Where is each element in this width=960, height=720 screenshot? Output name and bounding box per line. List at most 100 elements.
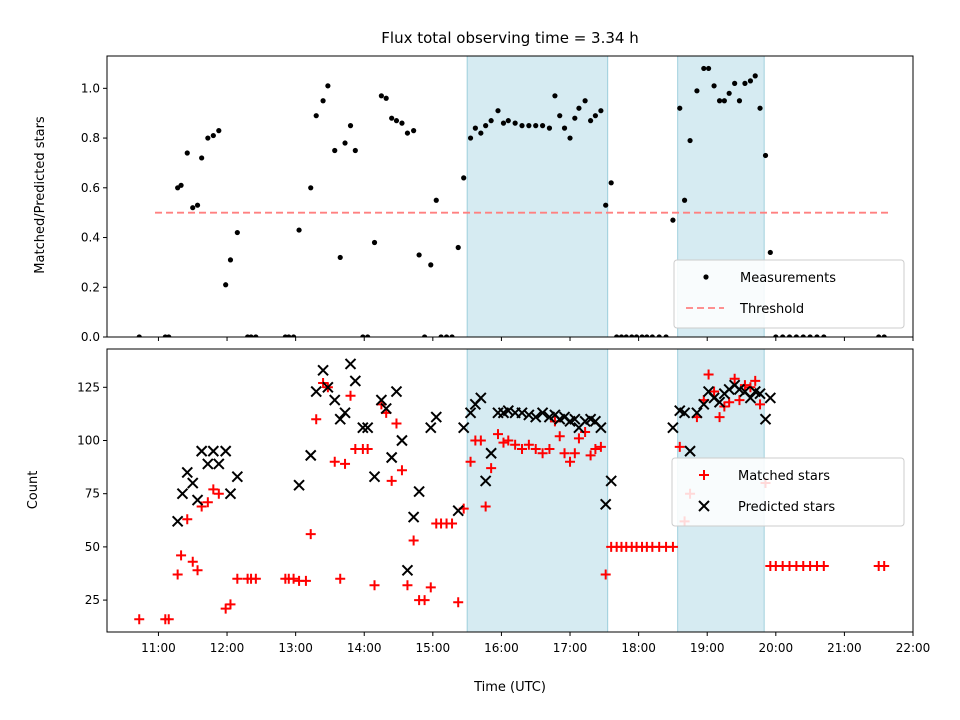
measurement-point: [421, 334, 428, 337]
matched-point: [590, 444, 601, 455]
y-tick-label: 75: [85, 487, 100, 501]
measurement-point: [618, 334, 625, 337]
predicted-point: [310, 385, 322, 398]
measurement-point: [752, 73, 758, 79]
x-tick-label: 19:00: [690, 641, 725, 655]
predicted-point: [754, 387, 766, 400]
measurement-point: [773, 334, 779, 337]
measurement-point: [371, 239, 378, 246]
axes-frame: [106, 55, 914, 338]
matched-point: [391, 418, 402, 429]
matched-point: [559, 448, 570, 459]
measurement-point: [800, 334, 806, 337]
matched-point: [544, 444, 555, 455]
matched-point: [386, 475, 397, 486]
measurement-point: [389, 115, 395, 121]
measurement-point: [546, 125, 553, 131]
predicted-point: [691, 407, 703, 419]
predicted-point: [667, 422, 679, 434]
matched-point: [503, 435, 514, 446]
legend-marker: [703, 274, 709, 280]
measurement-point: [736, 98, 743, 104]
matched-point: [187, 556, 198, 567]
predicted-point: [329, 394, 341, 406]
predicted-point: [202, 458, 214, 470]
measurement-point: [378, 93, 384, 99]
predicted-point: [385, 451, 398, 464]
measurement-point: [428, 262, 434, 268]
predicted-point: [475, 392, 487, 404]
measurement-point: [705, 65, 712, 72]
measurement-point: [190, 205, 196, 211]
measurement-point: [438, 334, 444, 337]
matched-point: [362, 444, 373, 455]
predicted-point: [213, 458, 225, 470]
legend: Matched stars Predicted stars: [671, 457, 905, 527]
measurement-point: [677, 105, 683, 111]
matched-point: [402, 580, 413, 591]
measurement-point: [633, 334, 640, 337]
matched-point: [674, 441, 685, 452]
predicted-point: [191, 494, 204, 506]
measurement-point: [786, 334, 793, 337]
measurement-point: [325, 83, 331, 89]
measurement-point: [557, 113, 563, 119]
matched-point: [667, 541, 678, 552]
measurement-point: [443, 334, 450, 337]
measurement-point: [178, 182, 184, 188]
y-tick-label: 125: [77, 380, 100, 394]
measurement-point: [512, 120, 518, 126]
measurement-point: [399, 120, 405, 126]
matched-point: [734, 395, 745, 406]
measurement-point: [656, 334, 662, 337]
predicted-point: [413, 485, 425, 498]
y-tick-label: 100: [77, 433, 100, 447]
predicted-point: [195, 445, 208, 457]
measurement-point: [721, 98, 727, 104]
predicted-point: [569, 413, 581, 425]
legend-box: [671, 457, 905, 527]
matched-point: [554, 431, 565, 442]
y-tick-label: 50: [85, 540, 100, 554]
predicted-point: [502, 404, 514, 417]
measurement-point: [567, 135, 573, 141]
measurement-point: [360, 334, 366, 337]
predicted-point: [759, 413, 772, 425]
measurement-point: [416, 252, 422, 258]
predicted-point: [375, 394, 388, 406]
x-tick-label: 13:00: [278, 641, 313, 655]
measurement-point: [629, 334, 635, 337]
measurement-point: [561, 125, 568, 131]
measurement-point: [526, 123, 532, 129]
y-tick-label: 0.6: [81, 181, 100, 195]
measurement-point: [313, 113, 319, 119]
x-tick-label: 20:00: [759, 641, 794, 655]
x-tick-label: 12:00: [210, 641, 245, 655]
measurement-point: [588, 118, 594, 124]
x-tick-label: 17:00: [553, 641, 588, 655]
measurement-point: [210, 132, 216, 139]
measurement-point: [644, 334, 650, 337]
matched-point: [163, 614, 174, 625]
measurement-point: [286, 334, 292, 337]
matched-point: [192, 565, 203, 576]
measurement-point: [290, 334, 297, 337]
measurement-point: [614, 334, 620, 337]
x-tick-label: 11:00: [141, 641, 176, 655]
observing-window-1: [466, 55, 609, 338]
matched-point: [345, 390, 356, 401]
predicted-point: [176, 487, 189, 500]
matched-point: [709, 386, 720, 397]
predicted-point: [684, 445, 696, 457]
measurement-point: [495, 108, 501, 114]
predicted-point: [605, 475, 617, 487]
y-tick-label: 1.0: [81, 81, 100, 95]
matched-point: [311, 414, 322, 425]
predicted-point: [334, 413, 346, 425]
predicted-point: [764, 392, 777, 404]
matched-point: [447, 518, 458, 529]
measurement-point: [757, 105, 763, 111]
predicted-point: [430, 411, 442, 423]
measurement-point: [461, 175, 467, 181]
measurement-point: [166, 334, 172, 337]
